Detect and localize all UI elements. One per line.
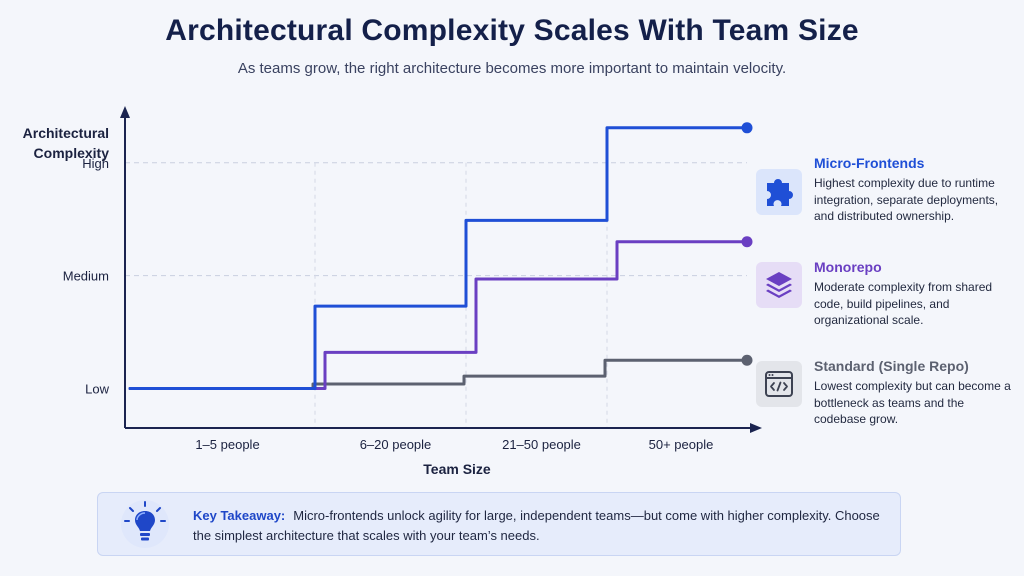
- legend-description: Moderate complexity from shared code, bu…: [814, 280, 993, 327]
- legend-item-monorepo: Monorepo Moderate complexity from shared …: [756, 257, 1016, 337]
- series-end-marker: [741, 354, 753, 366]
- legend-description: Lowest complexity but can become a bottl…: [814, 379, 1011, 426]
- lightbulb-icon: [121, 500, 169, 548]
- y-axis-title: Architectural: [23, 125, 109, 141]
- y-tick-label: High: [82, 156, 109, 171]
- y-axis-arrow: [120, 106, 130, 118]
- takeaway-label: Key Takeaway:: [193, 508, 286, 523]
- takeaway-text: Key Takeaway: Micro-frontends unlock agil…: [193, 506, 893, 546]
- series-line-standard-single-repo: [128, 358, 749, 390]
- legend-description: Highest complexity due to runtime integr…: [814, 176, 999, 223]
- gridlines: [125, 162, 747, 428]
- series-end-marker: [741, 236, 753, 248]
- takeaway-body: Micro-frontends unlock agility for large…: [193, 508, 880, 543]
- legend-title: Micro-Frontends: [814, 155, 925, 171]
- chart-title: Architectural Complexity Scales With Tea…: [165, 14, 859, 47]
- axes: [120, 106, 762, 433]
- legend-title: Monorepo: [814, 259, 882, 275]
- y-axis-title: Complexity: [34, 145, 110, 161]
- series-end-marker: [741, 122, 753, 134]
- x-axis-title: Team Size: [423, 461, 491, 477]
- puzzle-icon: [756, 169, 802, 215]
- series-line-monorepo: [128, 240, 749, 390]
- chart-subtitle: As teams grow, the right architecture be…: [237, 60, 787, 77]
- layers-icon: [756, 262, 802, 308]
- series-lines: [128, 122, 753, 390]
- y-tick-label: Low: [85, 382, 109, 397]
- x-axis-arrow: [750, 423, 762, 433]
- axis-labels: Low Medium High Architectural Complexity 1–5 …: [23, 125, 714, 477]
- legend-item-standard-single-repo: Standard (Single Repo) Lowest complexity …: [756, 356, 1016, 436]
- x-tick-label: 1–5 people: [195, 437, 259, 452]
- key-takeaway-box: Key Takeaway: Micro-frontends unlock agil…: [97, 492, 901, 556]
- x-tick-label: 21–50 people: [502, 437, 581, 452]
- legend-item-micro-frontends: Micro-Frontends Highest complexity due to…: [756, 153, 1016, 233]
- y-tick-label: Medium: [63, 269, 109, 284]
- legend-title: Standard (Single Repo): [814, 358, 969, 374]
- series-line-micro-frontends: [128, 126, 749, 390]
- code-window-icon: [756, 361, 802, 407]
- step-line-chart: Low Medium High Architectural Complexity 1–5 …: [23, 106, 762, 477]
- x-tick-label: 50+ people: [649, 437, 714, 452]
- x-tick-label: 6–20 people: [360, 437, 432, 452]
